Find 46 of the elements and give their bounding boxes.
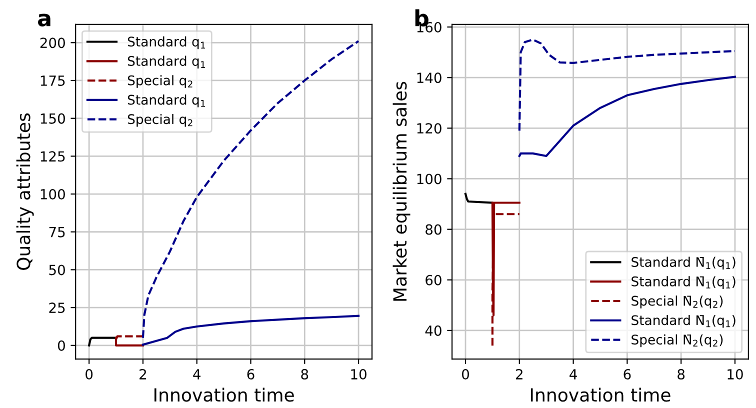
- y-tick-label: 100: [417, 174, 442, 184]
- x-axis-title: Innovation time: [154, 388, 294, 402]
- y-tick-label: 120: [417, 123, 442, 134]
- x-tick-label: 2: [516, 369, 522, 380]
- legend-label: Standard q$_{1}$: [128, 94, 206, 108]
- legend-label: Special q$_{2}$: [128, 114, 192, 127]
- y-tick-label: 75: [49, 227, 65, 238]
- chart-title: a: [38, 14, 50, 26]
- x-tick-label: 6: [247, 369, 254, 380]
- x-tick-label: 0: [86, 369, 93, 380]
- x-tick-label: 10: [351, 369, 366, 380]
- y-tick-label: 40: [425, 325, 442, 336]
- line-series: [518, 76, 736, 158]
- y-axis-title: Quality attributes: [16, 113, 34, 270]
- legend-label: Standard N̄$_{1}$(q$_{1}$): [632, 314, 736, 328]
- x-tick-label: 4: [570, 369, 577, 380]
- x-axis-title: Innovation time: [530, 388, 670, 402]
- x-tick-label: 2: [140, 369, 146, 380]
- y-tick-label: 0: [58, 340, 65, 351]
- y-tick-label: 50: [49, 264, 65, 276]
- legend-label: Special N̄$_{2}$(q$_{2}$): [632, 334, 723, 348]
- x-tick-label: 6: [624, 369, 631, 380]
- x-tick-label: 8: [678, 369, 685, 380]
- line-series: [464, 192, 494, 204]
- y-axis-title: Market equilibrium sales: [392, 82, 410, 301]
- x-tick-label: 8: [301, 369, 308, 380]
- legend-label: Special q$_{2}$: [128, 75, 192, 88]
- legend-label: Standard N̄$_{1}$(q$_{1}$): [632, 276, 736, 289]
- y-tick-label: 125: [40, 151, 65, 162]
- y-tick-label: 25: [49, 302, 65, 314]
- line-series: [142, 314, 360, 346]
- y-tick-label: 140: [417, 72, 442, 84]
- legend-label: Standard N̄$_{1}$(q$_{1}$): [632, 256, 736, 270]
- legend-label: Special N̄$_{2}$(q$_{2}$): [632, 296, 723, 308]
- y-tick-label: 200: [40, 38, 65, 48]
- x-tick-label: 10: [728, 369, 743, 380]
- legend-label: Standard q$_{1}$: [128, 36, 206, 50]
- x-tick-label: 4: [193, 369, 200, 380]
- y-tick-label: 100: [40, 189, 65, 200]
- legend-label: Standard q$_{1}$: [128, 56, 206, 69]
- x-tick-label: 0: [462, 369, 470, 380]
- line-series: [518, 38, 736, 132]
- y-tick-label: 175: [40, 76, 65, 86]
- y-tick-label: 150: [40, 113, 65, 124]
- y-tick-label: 60: [426, 274, 442, 286]
- y-tick-label: 80: [426, 224, 442, 235]
